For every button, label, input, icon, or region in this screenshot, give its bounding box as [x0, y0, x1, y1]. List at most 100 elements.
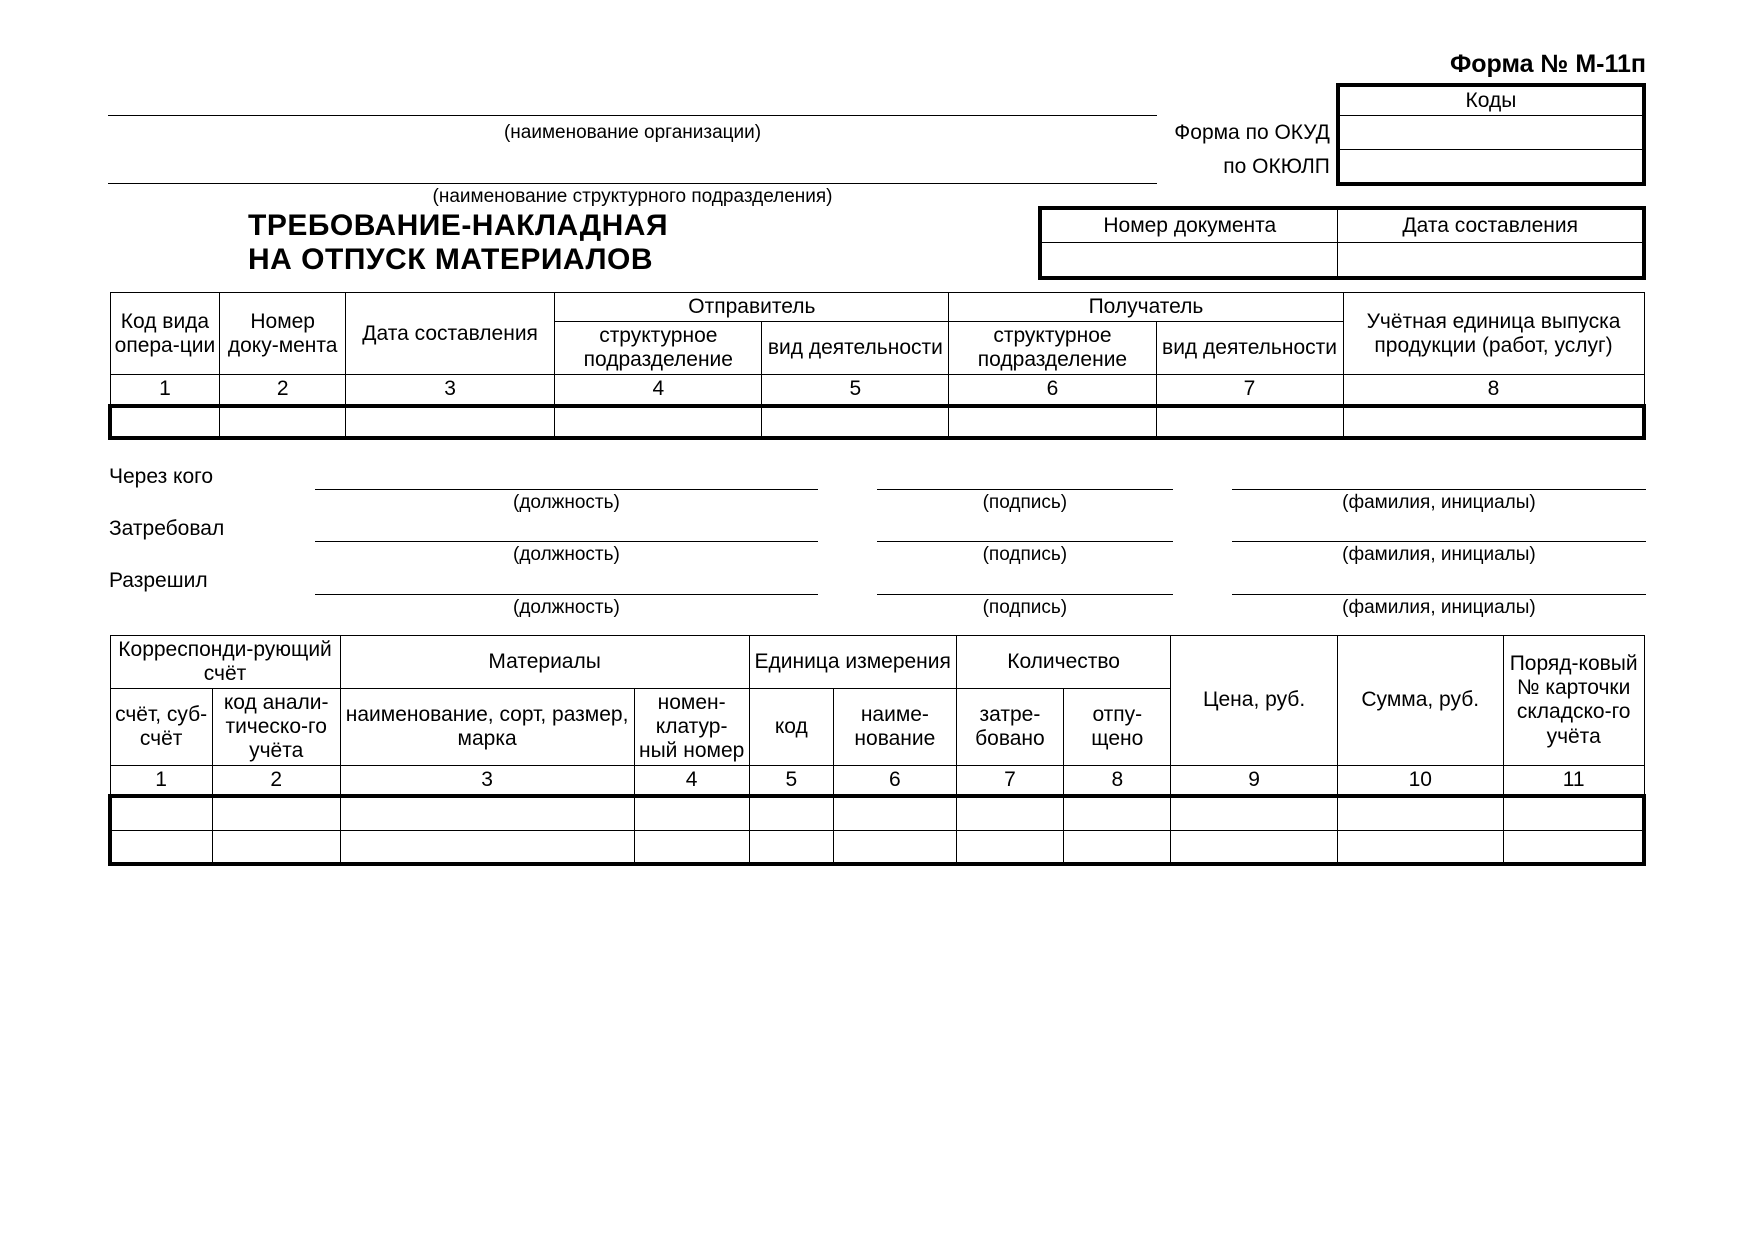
t2-cell[interactable] — [340, 796, 634, 830]
t1-cell[interactable] — [345, 406, 554, 438]
approved-name[interactable] — [1232, 568, 1646, 594]
table-2: Корреспонди-рующий счёт Материалы Единиц… — [108, 635, 1646, 867]
org-name-field[interactable] — [108, 85, 1157, 116]
t2-h-corr: Корреспонди-рующий счёт — [110, 635, 340, 688]
t2-cell[interactable] — [1337, 830, 1503, 864]
t2-h-measure: Единица измерения — [749, 635, 956, 688]
t2-h-rel: отпу-щено — [1064, 688, 1171, 765]
t1-colnum: 4 — [555, 375, 762, 406]
t1-h-unit: Учётная единица выпуска продукции (работ… — [1343, 292, 1644, 374]
t2-cell[interactable] — [1337, 796, 1503, 830]
name-hint: (фамилия, инициалы) — [1232, 490, 1646, 516]
t1-colnum: 5 — [762, 375, 949, 406]
t1-cell[interactable] — [762, 406, 949, 438]
t2-h-nomen: номен-клатур-ный номер — [634, 688, 749, 765]
t2-h-card: Поряд-ковый № карточки складско-го учёта — [1503, 635, 1644, 766]
t1-h-sender-act: вид деятельности — [762, 322, 949, 375]
requested-name[interactable] — [1232, 516, 1646, 542]
t2-colnum: 9 — [1171, 766, 1337, 797]
doc-num-value[interactable] — [1040, 243, 1338, 278]
t2-colnum: 5 — [749, 766, 833, 797]
t2-cell[interactable] — [749, 830, 833, 864]
t1-h-recv-div: структурное подразделение — [949, 322, 1156, 375]
t1-colnum: 3 — [345, 375, 554, 406]
t2-cell[interactable] — [956, 830, 1063, 864]
doc-date-value[interactable] — [1338, 243, 1644, 278]
header-block: Коды (наименование организации) Форма по… — [108, 83, 1646, 210]
t2-cell[interactable] — [834, 796, 957, 830]
t2-colnum: 2 — [212, 766, 340, 797]
t2-cell[interactable] — [1503, 796, 1644, 830]
t1-h-num: Номер доку-мента — [220, 292, 346, 374]
t1-h-recv-act: вид деятельности — [1156, 322, 1343, 375]
dept-name-field[interactable] — [108, 150, 1157, 184]
t2-cell[interactable] — [749, 796, 833, 830]
t1-cell[interactable] — [220, 406, 346, 438]
t2-h-sum: Сумма, руб. — [1337, 635, 1503, 766]
title-row: ТРЕБОВАНИЕ-НАКЛАДНАЯ НА ОТПУСК МАТЕРИАЛО… — [108, 206, 1646, 280]
t2-colnum: 11 — [1503, 766, 1644, 797]
requested-sig[interactable] — [877, 516, 1173, 542]
t2-cell[interactable] — [834, 830, 957, 864]
t1-colnum: 7 — [1156, 375, 1343, 406]
approved-label: Разрешил — [108, 568, 315, 594]
t2-h-acct: счёт, суб-счёт — [110, 688, 212, 765]
t2-cell[interactable] — [212, 796, 340, 830]
requested-pos[interactable] — [315, 516, 818, 542]
through-label: Через кого — [108, 464, 315, 490]
t2-cell[interactable] — [1171, 796, 1337, 830]
t1-cell[interactable] — [949, 406, 1156, 438]
okulp-value[interactable] — [1338, 150, 1644, 184]
t1-cell[interactable] — [110, 406, 220, 438]
t2-cell[interactable] — [1503, 830, 1644, 864]
t2-colnum: 1 — [110, 766, 212, 797]
t1-colnum: 6 — [949, 375, 1156, 406]
t2-cell[interactable] — [212, 830, 340, 864]
table-1: Код вида опера-ции Номер доку-мента Дата… — [108, 292, 1646, 440]
t2-cell[interactable] — [110, 830, 212, 864]
org-name-hint: (наименование организации) — [108, 116, 1157, 150]
approved-sig[interactable] — [877, 568, 1173, 594]
t1-colnum: 1 — [110, 375, 220, 406]
t2-h-code: код — [749, 688, 833, 765]
approved-pos[interactable] — [315, 568, 818, 594]
title-line2: НА ОТПУСК МАТЕРИАЛОВ — [248, 243, 1037, 277]
t2-h-materials: Материалы — [340, 635, 749, 688]
t1-cell[interactable] — [1343, 406, 1644, 438]
t2-cell[interactable] — [340, 830, 634, 864]
t2-h-price: Цена, руб. — [1171, 635, 1337, 766]
t2-h-acode: код анали-тическо-го учёта — [212, 688, 340, 765]
t2-cell[interactable] — [634, 830, 749, 864]
t2-h-qty: Количество — [956, 635, 1171, 688]
t2-colnum: 6 — [834, 766, 957, 797]
codes-header: Коды — [1338, 85, 1644, 116]
okud-label: Форма по ОКУД — [1157, 116, 1338, 150]
t2-cell[interactable] — [110, 796, 212, 830]
signatures: Через кого (должность) (подпись) (фамили… — [108, 464, 1646, 621]
t2-h-mname: наиме-нование — [834, 688, 957, 765]
through-sig[interactable] — [877, 464, 1173, 490]
t2-cell[interactable] — [956, 796, 1063, 830]
doc-num-label: Номер документа — [1040, 208, 1338, 243]
t2-colnum: 8 — [1064, 766, 1171, 797]
through-pos[interactable] — [315, 464, 818, 490]
t1-cell[interactable] — [1156, 406, 1343, 438]
okulp-label: по ОКЮЛП — [1157, 150, 1338, 184]
okud-value[interactable] — [1338, 116, 1644, 150]
t2-cell[interactable] — [1064, 796, 1171, 830]
t1-h-date: Дата составления — [345, 292, 554, 374]
t2-h-name-sort: наименование, сорт, размер, марка — [340, 688, 634, 765]
t2-colnum: 7 — [956, 766, 1063, 797]
t2-cell[interactable] — [634, 796, 749, 830]
t2-cell[interactable] — [1064, 830, 1171, 864]
t2-colnum: 10 — [1337, 766, 1503, 797]
t1-h-sender-div: структурное подразделение — [555, 322, 762, 375]
t2-cell[interactable] — [1171, 830, 1337, 864]
t2-colnum: 4 — [634, 766, 749, 797]
doc-date-label: Дата составления — [1338, 208, 1644, 243]
t1-h-receiver: Получатель — [949, 292, 1343, 321]
t1-cell[interactable] — [555, 406, 762, 438]
requested-label: Затребовал — [108, 516, 315, 542]
t1-h-sender: Отправитель — [555, 292, 949, 321]
through-name[interactable] — [1232, 464, 1646, 490]
